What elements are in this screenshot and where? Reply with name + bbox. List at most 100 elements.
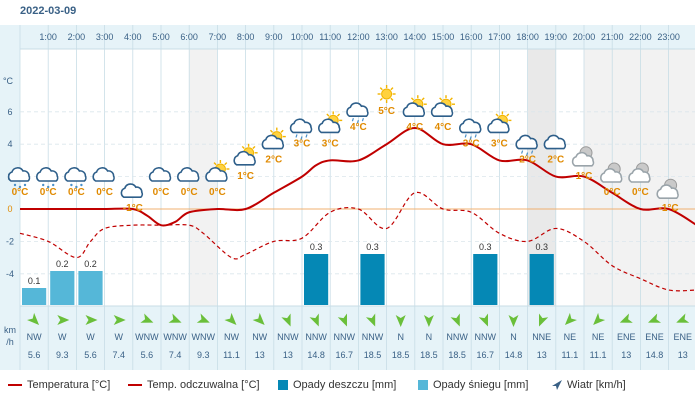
wind-speed-label: 16.7 <box>336 350 354 360</box>
wind-arrow-shape <box>252 312 265 325</box>
cloud-shape <box>543 134 567 150</box>
wind-speed-label: 18.5 <box>392 350 410 360</box>
wind-speed-label: 13 <box>621 350 631 360</box>
sun-ray <box>390 97 394 101</box>
hour-label: 19:00 <box>545 32 568 42</box>
cloud-shape <box>600 168 623 183</box>
cloud-icon <box>177 167 200 182</box>
wind-direction-label: NNW <box>334 332 356 342</box>
sun-ray <box>379 97 383 101</box>
sun-ray <box>506 113 510 117</box>
sun-ray <box>269 129 274 133</box>
wind-speed-label: 7.4 <box>112 350 125 360</box>
raindrop <box>531 150 534 154</box>
wind-direction-label: N <box>397 332 404 342</box>
sun-ray <box>449 97 453 101</box>
wind-speed-label: 5.6 <box>141 350 154 360</box>
y-tick-label: 0 <box>7 204 12 214</box>
wind-speed-label: 14.8 <box>505 350 523 360</box>
sunny-icon <box>377 85 396 103</box>
wind-direction-label: NNW <box>446 332 468 342</box>
snow-value-label: 0.2 <box>84 259 97 269</box>
hour-label: 13:00 <box>375 32 398 42</box>
temp-value-label: 2°C <box>519 155 536 166</box>
wind-arrow-icon <box>423 315 434 327</box>
temp-value-label: 0°C <box>40 187 57 198</box>
hour-label: 12:00 <box>347 32 370 42</box>
cloud-icon <box>92 167 115 182</box>
wind-direction-label: N <box>426 332 433 342</box>
hour-label: 2:00 <box>68 32 86 42</box>
wind-arrow-shape <box>508 315 519 327</box>
legend-feels-like: Temp. odczuwalna [°C] <box>128 379 260 391</box>
wind-direction-label: WNW <box>192 332 216 342</box>
legend-snow: Opady śniegu [mm] <box>418 379 528 391</box>
unit-wind-label: /h <box>6 337 14 347</box>
legend-wind-label: Wiatr [km/h] <box>567 379 626 391</box>
wind-speed-label: 14.8 <box>646 350 664 360</box>
snowflake-dot <box>80 183 83 187</box>
cloud-shape <box>64 167 87 182</box>
raindrop <box>295 134 298 138</box>
wind-arrow-icon <box>538 313 549 327</box>
wind-speed-label: 9.3 <box>56 350 69 360</box>
hour-label: 4:00 <box>124 32 142 42</box>
wind-arrow-icon <box>676 313 690 323</box>
cloud-shape <box>36 167 59 182</box>
date-title: 2022-03-09 <box>20 5 77 17</box>
wind-speed-label: 13 <box>255 350 265 360</box>
wind-speed-label: 11.1 <box>223 350 240 360</box>
wind-direction-label: NW <box>27 332 42 342</box>
wind-arrow-shape <box>676 313 690 323</box>
wind-arrow-shape <box>57 315 70 325</box>
night-cloud-icon <box>600 162 623 183</box>
wind-arrow-shape <box>85 315 98 325</box>
cloud-snow-icon <box>36 167 59 189</box>
temp-value-label: 0°C <box>96 187 113 198</box>
cloud-shape <box>346 102 369 117</box>
wind-arrow-icon <box>395 315 406 327</box>
raindrop <box>526 152 529 156</box>
wind-direction-label: W <box>114 332 123 342</box>
wind-arrow-shape <box>196 313 210 323</box>
wind-direction-label: WNW <box>135 332 159 342</box>
cloud-shape <box>233 150 256 166</box>
wind-arrow-shape <box>395 315 406 327</box>
wind-direction-label: ENE <box>645 332 664 342</box>
snowflake-dot <box>18 185 22 189</box>
legend-snow-label: Opady śniegu [mm] <box>433 379 529 391</box>
cloud-shape <box>402 102 426 117</box>
sun-ray <box>280 129 284 133</box>
temp-value-label: 3°C <box>463 138 480 149</box>
raindrop <box>361 118 364 122</box>
y-tick-label: -4 <box>6 269 14 279</box>
raindrop <box>300 136 303 140</box>
wind-arrow-icon <box>85 315 98 325</box>
wind-arrow-shape <box>140 313 154 323</box>
hour-label: 22:00 <box>629 32 652 42</box>
sun-ray <box>252 145 256 150</box>
cloud-shape <box>120 183 144 198</box>
rain-bar <box>360 254 385 305</box>
temp-value-label: 3°C <box>294 138 311 149</box>
temp-value-label: 4°C <box>435 122 452 133</box>
night-cloud-icon <box>571 146 595 167</box>
cloud-rain-icon <box>289 118 313 140</box>
snow-value-label: 0.2 <box>56 259 69 269</box>
wind-speed-label: 13 <box>678 350 688 360</box>
rain-value-label: 0.3 <box>310 242 323 252</box>
wind-arrow-icon <box>619 313 633 323</box>
snowflake-dot <box>23 183 27 187</box>
partly-sunny-icon <box>261 127 286 150</box>
wind-direction-label: W <box>58 332 67 342</box>
wind-arrow-icon <box>309 313 319 327</box>
cloud-shape <box>289 118 313 134</box>
wind-arrow-icon <box>196 313 210 323</box>
cloud-shape <box>459 118 482 134</box>
snowflake-dot <box>47 185 50 189</box>
wind-speed-label: 5.6 <box>28 350 41 360</box>
cloud-shape <box>7 167 31 182</box>
wind-speed-label: 7.4 <box>169 350 182 360</box>
sun-ray <box>439 97 443 101</box>
cloud-shape <box>571 151 595 167</box>
